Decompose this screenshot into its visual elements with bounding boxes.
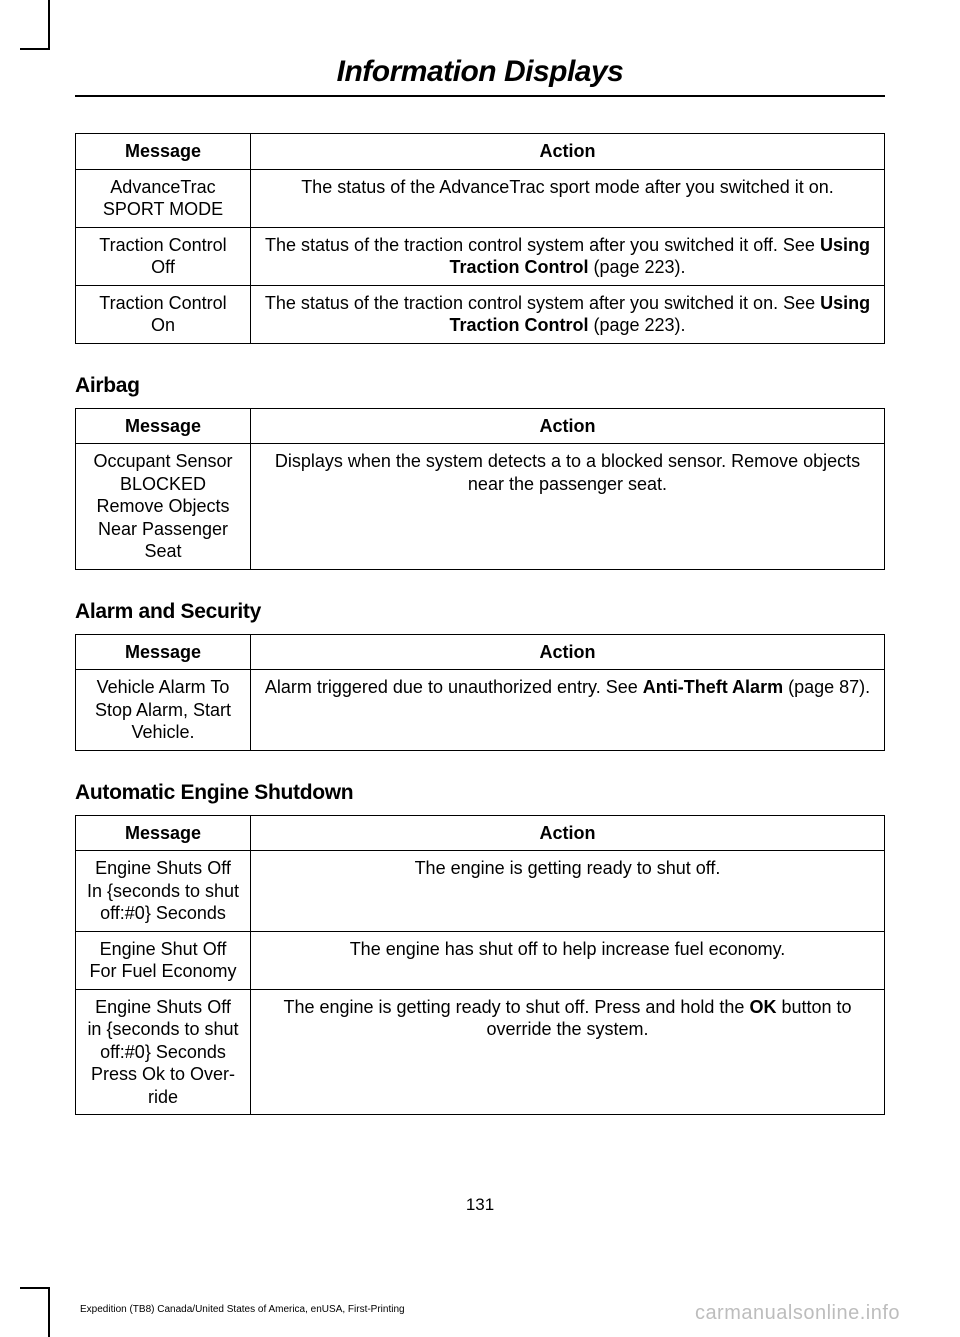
cell-message: Engine Shuts Off In {seconds to shut off… <box>76 851 251 932</box>
table-header-row: Message Action <box>76 634 885 670</box>
cell-message: Traction Control Off <box>76 227 251 285</box>
footer-watermark: carmanualsonline.info <box>695 1302 900 1325</box>
action-text: (page 223). <box>588 257 685 277</box>
cell-action: Displays when the system detects a to a … <box>251 444 885 570</box>
action-bold: OK <box>749 997 776 1017</box>
col-action: Action <box>251 634 885 670</box>
col-action: Action <box>251 134 885 170</box>
crop-mark-top-left <box>20 0 50 50</box>
table-header-row: Message Action <box>76 134 885 170</box>
action-text: The status of the traction control syste… <box>265 235 820 255</box>
cell-message: AdvanceTrac SPORT MODE <box>76 169 251 227</box>
col-message: Message <box>76 408 251 444</box>
shutdown-table: Message Action Engine Shuts Off In {seco… <box>75 815 885 1116</box>
section-heading-shutdown: Automatic Engine Shutdown <box>75 781 885 805</box>
action-text: The engine is getting ready to shut off.… <box>283 997 749 1017</box>
col-message: Message <box>76 634 251 670</box>
cell-action: The engine is getting ready to shut off.… <box>251 989 885 1115</box>
table-row: Engine Shuts Off in {seconds to shut off… <box>76 989 885 1115</box>
col-message: Message <box>76 815 251 851</box>
table-row: Occupant Sensor BLOCKED Remove Objects N… <box>76 444 885 570</box>
footer-publication-info: Expedition (TB8) Canada/United States of… <box>80 1304 405 1315</box>
crop-mark-bottom-left <box>20 1287 50 1337</box>
col-action: Action <box>251 815 885 851</box>
col-message: Message <box>76 134 251 170</box>
table-header-row: Message Action <box>76 408 885 444</box>
cell-message: Occupant Sensor BLOCKED Remove Objects N… <box>76 444 251 570</box>
table-row: Traction Control Off The status of the t… <box>76 227 885 285</box>
advancetrac-table: Message Action AdvanceTrac SPORT MODE Th… <box>75 133 885 344</box>
cell-action: The engine is getting ready to shut off. <box>251 851 885 932</box>
cell-action: The engine has shut off to help increase… <box>251 931 885 989</box>
page-number: 131 <box>75 1195 885 1215</box>
table-row: Traction Control On The status of the tr… <box>76 285 885 343</box>
action-text: Alarm triggered due to unauthorized entr… <box>265 677 643 697</box>
cell-message: Traction Control On <box>76 285 251 343</box>
cell-action: The status of the traction control syste… <box>251 285 885 343</box>
manual-page: Information Displays Message Action Adva… <box>0 0 960 1337</box>
section-heading-alarm: Alarm and Security <box>75 600 885 624</box>
table-row: Vehicle Alarm To Stop Alarm, Start Vehic… <box>76 670 885 751</box>
airbag-table: Message Action Occupant Sensor BLOCKED R… <box>75 408 885 570</box>
chapter-title: Information Displays <box>75 55 885 89</box>
cell-action: The status of the AdvanceTrac sport mode… <box>251 169 885 227</box>
action-text: (page 87). <box>783 677 870 697</box>
cell-message: Engine Shuts Off in {seconds to shut off… <box>76 989 251 1115</box>
cell-message: Engine Shut Off For Fuel Economy <box>76 931 251 989</box>
action-text: The status of the traction control syste… <box>265 293 820 313</box>
table-row: AdvanceTrac SPORT MODE The status of the… <box>76 169 885 227</box>
action-text: (page 223). <box>588 315 685 335</box>
table-row: Engine Shuts Off In {seconds to shut off… <box>76 851 885 932</box>
action-bold: Anti-Theft Alarm <box>643 677 783 697</box>
title-rule <box>75 95 885 97</box>
cell-message: Vehicle Alarm To Stop Alarm, Start Vehic… <box>76 670 251 751</box>
cell-action: The status of the traction control syste… <box>251 227 885 285</box>
col-action: Action <box>251 408 885 444</box>
table-header-row: Message Action <box>76 815 885 851</box>
alarm-table: Message Action Vehicle Alarm To Stop Ala… <box>75 634 885 751</box>
table-row: Engine Shut Off For Fuel Economy The eng… <box>76 931 885 989</box>
cell-action: Alarm triggered due to unauthorized entr… <box>251 670 885 751</box>
section-heading-airbag: Airbag <box>75 374 885 398</box>
